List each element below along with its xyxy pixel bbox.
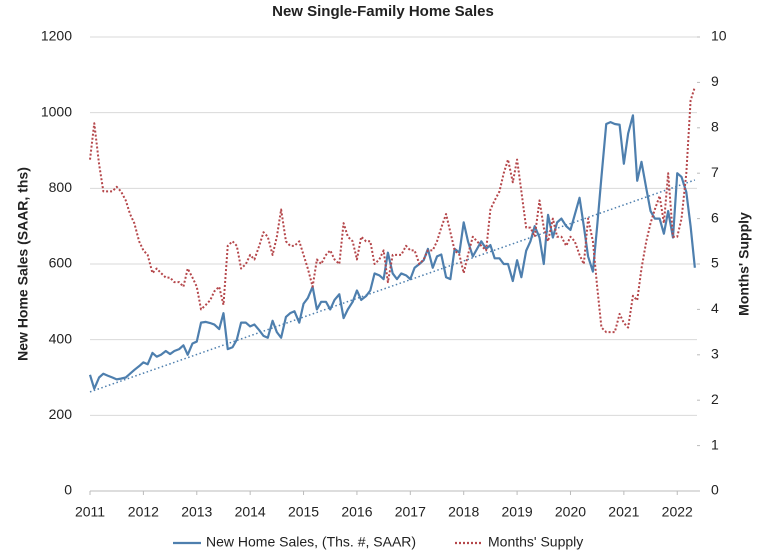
y-tick-label: 1200 <box>41 28 72 44</box>
trendline <box>89 179 696 393</box>
x-tick-label: 2020 <box>555 504 586 520</box>
y-tick-label: 200 <box>49 406 73 422</box>
x-tick-label: 2012 <box>128 504 159 520</box>
x-tick-label: 2018 <box>448 504 479 520</box>
x-tick-label: 2013 <box>181 504 212 520</box>
x-tick-label: 2016 <box>341 504 372 520</box>
y-tick-label: 0 <box>64 482 72 498</box>
x-tick-label: 2022 <box>662 504 693 520</box>
y2-tick-label: 4 <box>711 300 719 316</box>
y-tick-label: 600 <box>49 255 73 271</box>
y2-tick-label: 9 <box>711 73 719 89</box>
y2-tick-label: 7 <box>711 164 719 180</box>
y-tick-label: 1000 <box>41 103 72 119</box>
y2-tick-label: 8 <box>711 119 719 135</box>
legend-label: Months' Supply <box>488 534 583 550</box>
y-tick-label: 400 <box>49 330 73 346</box>
x-tick-label: 2011 <box>75 504 105 520</box>
y2-tick-label: 10 <box>711 28 727 44</box>
y-axis-title: New Home Sales (SAAR, ths) <box>15 167 31 361</box>
y2-tick-label: 0 <box>711 482 719 498</box>
y2-axis-title: Months' Supply <box>736 212 752 316</box>
x-tick-label: 2019 <box>502 504 533 520</box>
y2-tick-label: 2 <box>711 391 719 407</box>
x-tick-label: 2021 <box>608 504 639 520</box>
x-tick-label: 2017 <box>395 504 426 520</box>
series-line <box>88 114 696 390</box>
y2-tick-label: 6 <box>711 209 719 225</box>
y2-tick-label: 1 <box>711 436 719 452</box>
chart-title: New Single-Family Home Sales <box>272 3 494 20</box>
y2-tick-label: 3 <box>711 346 719 362</box>
y-tick-label: 800 <box>49 179 73 195</box>
x-tick-label: 2015 <box>288 504 319 520</box>
legend-label: New Home Sales, (Ths. #, SAAR) <box>206 534 416 550</box>
y2-tick-label: 5 <box>711 255 719 271</box>
series-line <box>89 86 696 334</box>
x-tick-label: 2014 <box>235 504 266 520</box>
